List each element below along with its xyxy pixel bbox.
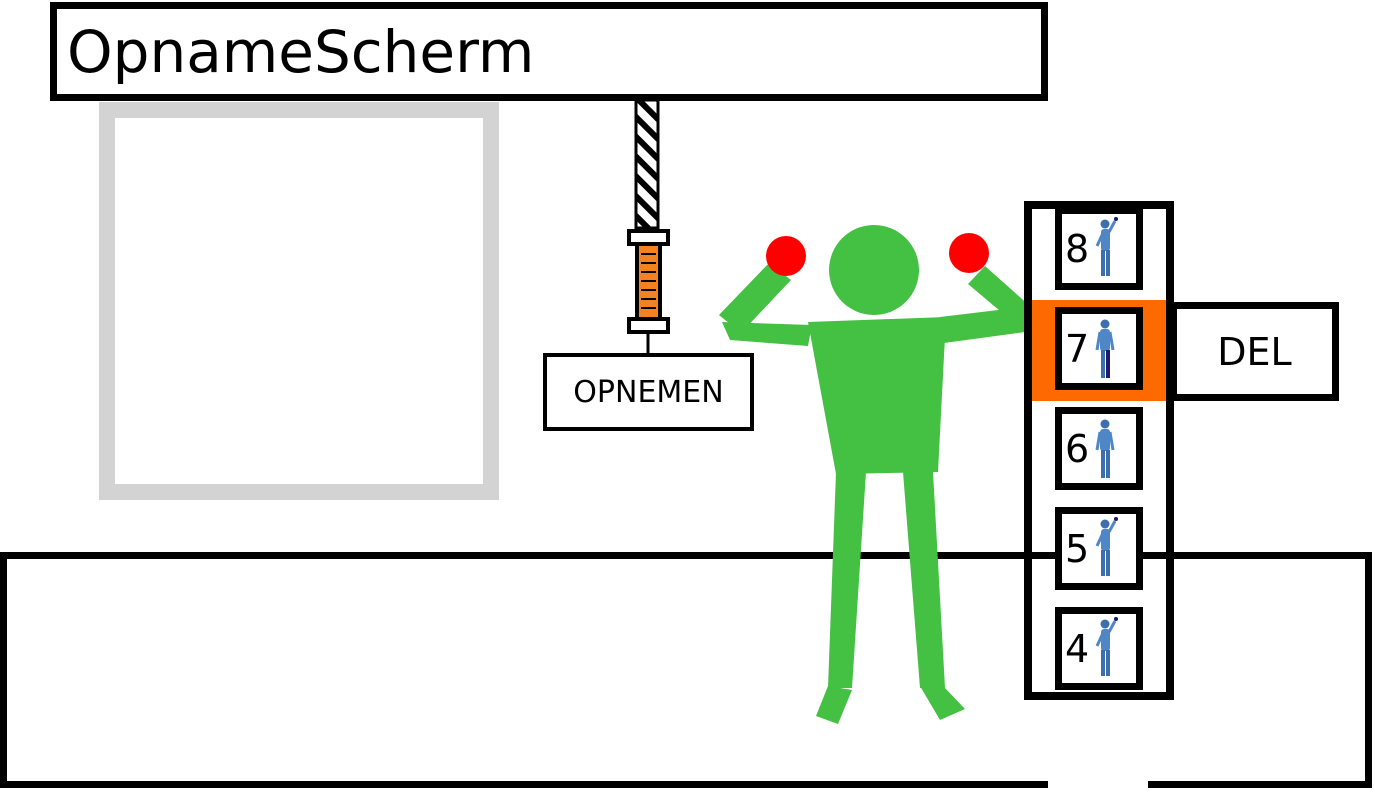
right-hand-marker [949, 233, 989, 273]
app-title: OpnameScherm [67, 18, 535, 86]
delete-button[interactable]: DEL [1170, 302, 1339, 401]
bottom-panel [0, 552, 1372, 788]
slot-number: 7 [1065, 327, 1090, 371]
slot-number: 8 [1065, 227, 1090, 271]
slot-4[interactable]: 4 [1055, 607, 1143, 690]
slot-6[interactable]: 6 [1055, 407, 1143, 490]
arm-raised-icon [1095, 617, 1118, 676]
left-hand-marker [766, 236, 806, 276]
arm-raised-icon [1095, 217, 1118, 276]
slot-5[interactable]: 5 [1055, 507, 1143, 590]
slot-8[interactable]: 8 [1055, 207, 1143, 290]
slot-number: 6 [1065, 427, 1090, 471]
slot-7[interactable]: 7 [1055, 307, 1143, 390]
recording-slot-strip [1024, 201, 1174, 700]
slot-number: 5 [1065, 527, 1090, 571]
arm-raised-icon [1095, 517, 1118, 576]
standing-icon [1095, 419, 1115, 478]
title-bar: OpnameScherm [50, 2, 1048, 101]
camera-preview [99, 102, 499, 500]
record-button[interactable]: OPNEMEN [543, 353, 754, 431]
bottom-panel-gap [1048, 776, 1148, 792]
slot-number: 4 [1065, 627, 1090, 671]
standing-icon [1095, 319, 1115, 378]
